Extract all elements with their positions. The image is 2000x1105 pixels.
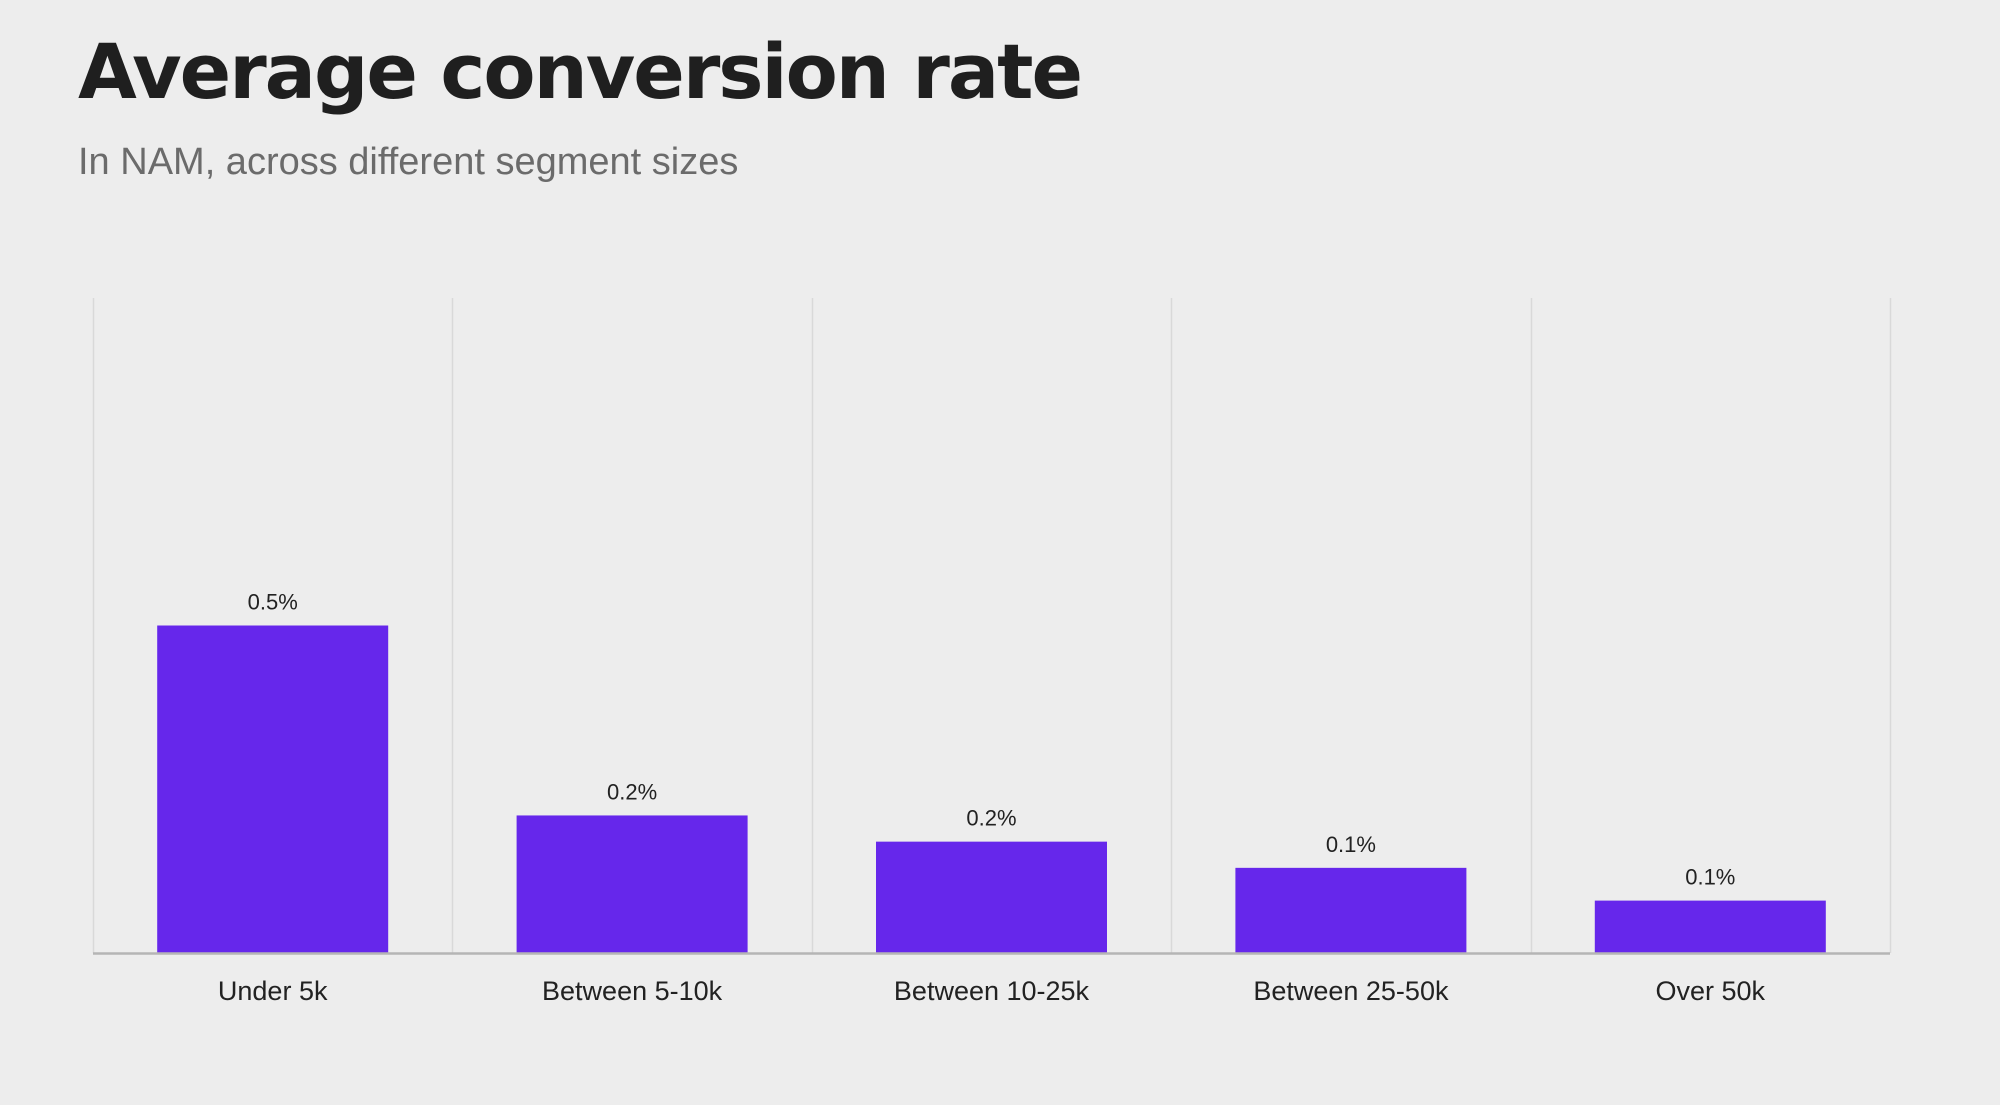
- x-tick-label: Between 5-10k: [542, 976, 723, 1006]
- x-tick-label: Under 5k: [218, 976, 328, 1006]
- x-tick-label: Between 10-25k: [894, 976, 1090, 1006]
- x-tick-label: Between 25-50k: [1253, 976, 1449, 1006]
- data-label: 0.5%: [248, 590, 298, 615]
- bar: [876, 841, 1107, 953]
- chart-subtitle: In NAM, across different segment sizes: [78, 141, 739, 183]
- data-label: 0.2%: [966, 806, 1016, 831]
- chart-title: Average conversion rate: [78, 27, 1083, 116]
- bar: [157, 625, 389, 953]
- bar: [516, 815, 748, 953]
- bar: [1235, 867, 1467, 953]
- data-label: 0.1%: [1685, 865, 1735, 890]
- x-tick-label: Over 50k: [1656, 976, 1766, 1006]
- data-label: 0.1%: [1326, 832, 1376, 857]
- data-label: 0.2%: [607, 779, 657, 804]
- bar: [1594, 900, 1826, 953]
